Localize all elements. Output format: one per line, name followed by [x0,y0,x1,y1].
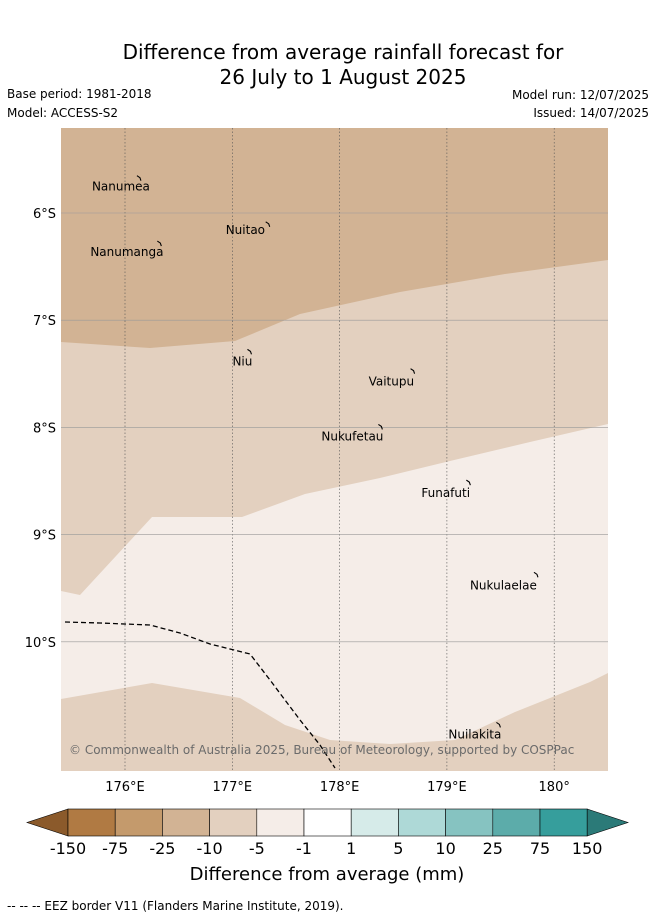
colorbar-extend-low [26,808,69,837]
colorbar-segment [162,808,210,837]
map-title: Difference from average rainfall forecas… [0,40,655,90]
place-label: Niu [232,354,252,368]
place-label: Nanumanga [90,245,163,259]
colorbar-segment [492,808,541,837]
island-mark [265,221,271,227]
title-line-2: 26 July to 1 August 2025 [219,65,467,89]
colorbar-tick-label: 150 [572,839,603,858]
island-mark [136,175,142,181]
eez-legend-note: -- -- -- EEZ border V11 (Flanders Marine… [7,899,344,913]
latitude-tick-label: 8°S [33,421,56,436]
band-minus1-to-minus5 [61,424,608,744]
colorbar-tick-label: -150 [50,839,86,858]
place-label: Vaitupu [369,375,415,389]
colorbar-segment [114,808,163,837]
colorbar-segment [398,808,446,837]
latitude-tick-label: 6°S [33,207,56,222]
colorbar-extend-high [586,808,629,837]
base-period: Base period: 1981-2018 [7,87,152,101]
island-mark [533,571,539,578]
place-label: Nuitao [226,223,265,237]
island-mark [496,721,501,728]
colorbar-tick-label: 75 [530,839,550,858]
issued-date: Issued: 14/07/2025 [533,106,649,120]
copyright-notice: © Commonwealth of Australia 2025, Bureau… [69,743,574,757]
colorbar-label: Difference from average (mm) [190,864,465,885]
colorbar-segment [303,808,352,837]
island-mark [157,240,162,247]
colorbar-tick-label: 1 [346,839,356,858]
colorbar-tick-label: -1 [296,839,312,858]
graticule [61,128,608,771]
place-label: Funafuti [421,486,470,500]
place-label: Nanumea [92,180,150,194]
colorbar-segment [209,808,258,837]
place-labels: Nanumea Nuitao Nanumanga Niu Vaitupu Nukufeta… [90,175,539,741]
latitude-tick-label: 7°S [33,314,56,329]
longitude-tick-labels: 176°E 177°E 178°E 179°E 180° [105,780,570,795]
place-label: Nuilakita [448,727,501,741]
colorbar [26,808,629,837]
colorbar-segment [256,808,305,837]
place-label: Nukulaelae [470,578,537,592]
colorbar-segment [539,808,588,837]
latitude-tick-label: 10°S [25,636,56,651]
colorbar-segment [350,808,399,837]
longitude-tick-label: 178°E [320,780,360,795]
latitude-tick-labels: 6°S 7°S 8°S 9°S 10°S [25,207,56,651]
latitude-tick-label: 9°S [33,529,56,544]
model-name: Model: ACCESS-S2 [7,106,119,120]
eez-border-line [64,621,336,769]
map-area: Nanumea Nuitao Nanumanga Niu Vaitupu Nukufeta… [61,128,608,771]
island-mark [247,348,252,355]
island-mark [410,368,416,374]
colorbar-tick-label: 5 [393,839,403,858]
longitude-tick-label: 179°E [427,780,467,795]
colorbar-tick-label: 25 [483,839,503,858]
longitude-tick-label: 180° [539,780,570,795]
title-line-1: Difference from average rainfall forecas… [122,40,564,64]
place-label: Nukufetau [321,429,383,443]
colorbar-tick-label: -25 [149,839,175,858]
longitude-tick-label: 177°E [213,780,253,795]
colorbar-segment [445,808,494,837]
island-mark [378,423,383,430]
colorbar-segment [67,808,116,837]
model-run: Model run: 12/07/2025 [511,88,649,102]
longitude-tick-label: 176°E [105,780,145,795]
band-minus10-to-minus25 [61,128,608,348]
colorbar-tick-label: -75 [102,839,128,858]
colorbar-tick-labels: -150 -75 -25 -10 -5 -1 1 5 10 25 75 150 [50,839,603,858]
island-mark [466,479,471,486]
colorbar-tick-label: -10 [197,839,223,858]
colorbar-tick-label: 10 [435,839,455,858]
colorbar-tick-label: -5 [249,839,265,858]
